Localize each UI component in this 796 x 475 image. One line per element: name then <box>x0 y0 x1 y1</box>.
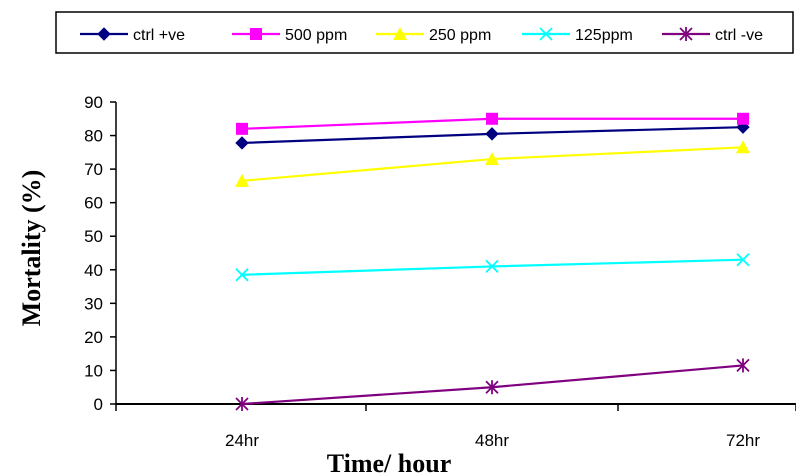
data-point <box>235 268 249 282</box>
data-point <box>736 358 750 373</box>
legend-label: ctrl -ve <box>715 27 763 44</box>
y-tick-label: 60 <box>84 194 103 213</box>
y-tick-label: 0 <box>94 395 103 414</box>
legend-marker <box>97 27 111 41</box>
series-ctrl-ve <box>235 120 750 150</box>
series-500-ppm <box>236 112 749 135</box>
data-point <box>737 112 749 125</box>
legend-entry: 500 ppm <box>232 27 347 44</box>
x-tick-label: 48hr <box>475 431 509 450</box>
data-point <box>235 173 249 187</box>
y-tick-label: 50 <box>84 227 103 246</box>
y-tick-label: 80 <box>84 127 103 146</box>
legend: ctrl +ve 500 ppm 250 ppm 125ppm ctrl -ve <box>80 27 763 44</box>
data-point <box>236 122 248 135</box>
legend-box <box>55 11 794 54</box>
y-axis-title: Mortality (%) <box>17 170 46 327</box>
data-point <box>235 136 249 150</box>
legend-entry: 125ppm <box>522 27 633 44</box>
legend-marker <box>250 28 262 40</box>
data-point <box>485 259 499 274</box>
legend-marker <box>393 27 407 40</box>
legend-marker <box>539 27 553 41</box>
x-tick-label: 24hr <box>225 431 259 450</box>
legend-entry: ctrl +ve <box>80 27 185 44</box>
series-125ppm <box>235 253 750 282</box>
legend-entry: 250 ppm <box>376 27 491 44</box>
data-point <box>736 253 750 267</box>
series-ctrl-ve <box>235 358 750 411</box>
y-tick-label: 20 <box>84 328 103 347</box>
data-point <box>235 397 249 411</box>
plot-area: 0 10 20 30 40 50 60 70 80 90 24hr 48hr 72hr <box>84 93 796 450</box>
x-tick-label: 72hr <box>726 431 760 450</box>
data-point <box>485 127 499 141</box>
data-point <box>485 380 499 395</box>
data-point <box>736 140 750 154</box>
series-250-ppm <box>235 140 750 187</box>
y-tick-label: 70 <box>84 160 103 179</box>
y-tick-label: 40 <box>84 261 103 280</box>
y-tick-label: 30 <box>84 294 103 313</box>
x-axis-title: Time/ hour <box>327 449 451 475</box>
legend-entry: ctrl -ve <box>662 27 763 44</box>
y-tick-label: 90 <box>84 93 103 112</box>
data-point <box>485 152 499 166</box>
legend-label: 125ppm <box>575 27 633 44</box>
legend-label: 500 ppm <box>285 27 347 44</box>
legend-label: ctrl +ve <box>133 27 185 44</box>
y-tick-label: 10 <box>84 361 103 380</box>
data-point <box>486 112 498 125</box>
legend-label: 250 ppm <box>429 27 491 44</box>
legend-marker <box>679 27 693 41</box>
